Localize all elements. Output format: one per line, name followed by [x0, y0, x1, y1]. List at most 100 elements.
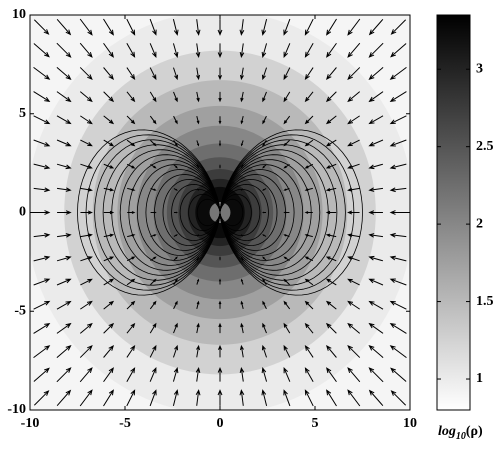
quiver-arrow: [368, 300, 384, 310]
quiver-arrow: [172, 18, 179, 36]
quiver-arrow: [368, 42, 384, 58]
quiver-arrow: [325, 163, 337, 169]
field-line: [219, 139, 346, 286]
quiver-arrow: [79, 42, 93, 58]
quiver-arrow: [325, 344, 337, 358]
quiver-arrow: [173, 300, 178, 310]
quiver-arrow: [262, 256, 267, 261]
quiver-arrow: [283, 344, 291, 358]
quiver-arrow: [80, 233, 93, 238]
quiver-arrow: [196, 278, 200, 285]
quiver-arrow: [389, 300, 407, 310]
quiver-arrow: [261, 67, 268, 81]
quiver-arrow: [33, 345, 51, 359]
quiver-arrow: [149, 115, 157, 125]
quiver-arrow: [33, 300, 51, 310]
quiver-arrow: [149, 322, 157, 334]
quiver-arrow: [368, 389, 384, 407]
quiver-arrow: [80, 139, 93, 147]
field-line: [219, 169, 295, 256]
quiver-arrow: [56, 300, 72, 310]
colorbar-label-base: log: [438, 424, 456, 439]
quiver-arrow: [127, 187, 136, 192]
quiver-arrow: [103, 344, 115, 358]
quiver-arrow: [325, 139, 337, 147]
quiver-arrow: [103, 233, 115, 238]
quiver-arrow: [173, 234, 178, 237]
quiver-arrow: [149, 67, 157, 81]
quiver-arrow: [304, 18, 314, 36]
quiver-arrow: [304, 389, 314, 407]
quiver-arrow: [347, 163, 360, 169]
quiver-arrow: [262, 211, 267, 214]
quiver-arrow: [347, 139, 360, 147]
x-tick-label: -10: [21, 416, 40, 431]
plot-area: [30, 15, 410, 410]
quiver-arrow: [103, 367, 114, 383]
quiver-arrow: [126, 163, 136, 169]
field-line: [136, 164, 221, 261]
quiver-arrow: [218, 116, 222, 125]
quiver-arrow: [103, 278, 115, 286]
quiver-arrow: [217, 19, 223, 36]
quiver-arrow: [304, 163, 314, 169]
quiver-arrow: [261, 389, 268, 407]
quiver-arrow: [347, 300, 360, 310]
quiver-arrow: [56, 163, 72, 170]
quiver-arrow: [347, 210, 360, 215]
quiver-arrow: [195, 19, 201, 36]
quiver-arrow: [127, 211, 136, 214]
quiver-arrow: [56, 345, 72, 358]
quiver-arrow: [33, 66, 51, 80]
quiver-arrow: [80, 187, 93, 192]
quiver-arrow: [33, 91, 51, 103]
quiver-arrow: [217, 367, 223, 382]
quiver-arrow: [33, 115, 51, 125]
quiver-arrow: [172, 389, 179, 407]
quiver-arrow: [326, 389, 337, 407]
field-line: [219, 183, 269, 242]
quiver-arrow: [239, 19, 245, 36]
colorbar: [436, 14, 471, 411]
quiver-arrow: [173, 278, 178, 285]
quiver-arrow: [218, 140, 222, 147]
quiver-arrow: [33, 139, 51, 147]
quiver-arrow: [56, 139, 72, 147]
quiver-arrow: [33, 255, 51, 262]
quiver-arrow: [56, 322, 72, 334]
field-line: [162, 178, 221, 247]
quiver-arrow: [126, 389, 136, 407]
quiver-arrow: [283, 211, 290, 214]
quiver-arrow: [173, 140, 178, 147]
quiver-arrow: [173, 322, 178, 334]
quiver-arrow: [283, 18, 291, 36]
quiver-arrow: [195, 43, 201, 58]
field-line: [188, 193, 221, 232]
quiver-arrow: [261, 344, 268, 358]
quiver-arrow: [240, 234, 244, 237]
quiver-arrow: [241, 164, 244, 169]
quiver-arrow: [126, 43, 136, 58]
x-tick-label: -5: [119, 416, 131, 431]
quiver-arrow: [368, 210, 383, 215]
quiver-arrow: [150, 163, 157, 169]
field-line: [102, 144, 221, 281]
quiver-arrow: [262, 140, 267, 147]
quiver-arrow: [103, 187, 115, 192]
quiver-arrow: [103, 163, 115, 169]
quiver-arrow: [389, 66, 407, 80]
quiver-arrow: [262, 234, 267, 237]
quiver-arrow: [103, 42, 114, 58]
quiver-arrow: [368, 163, 384, 170]
quiver-arrow: [389, 187, 407, 193]
quiver-arrow: [103, 210, 115, 215]
quiver-arrow: [126, 115, 136, 125]
quiver-arrow: [218, 322, 222, 334]
quiver-arrow: [80, 278, 93, 286]
y-tick-label: 10: [12, 7, 26, 22]
quiver-arrow: [80, 300, 93, 310]
quiver-arrow: [347, 18, 361, 36]
quiver-arrow: [149, 344, 157, 358]
quiver-arrow: [240, 188, 244, 191]
quiver-arrow: [368, 67, 384, 80]
